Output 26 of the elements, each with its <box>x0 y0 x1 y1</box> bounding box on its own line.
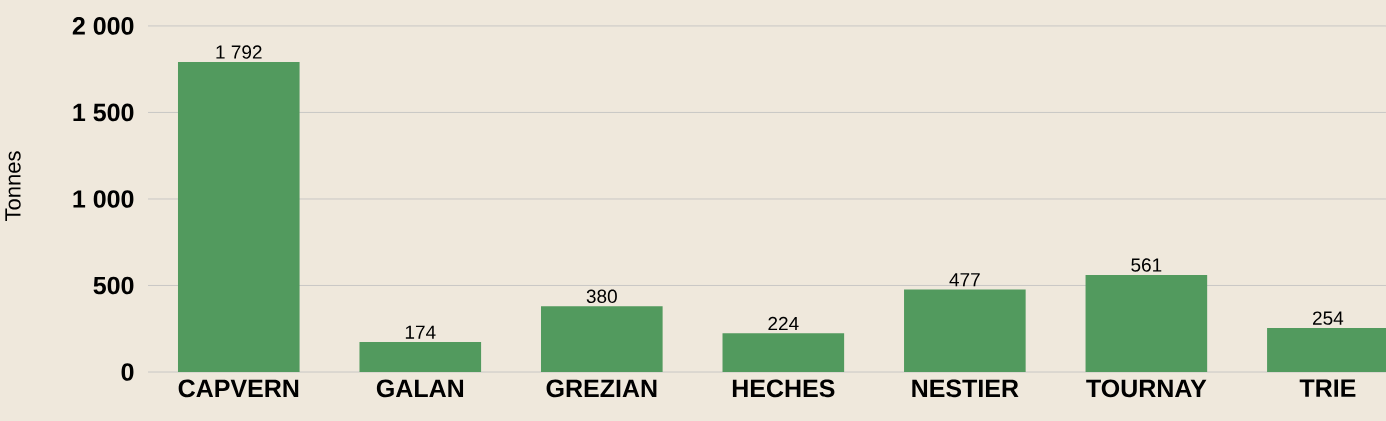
bar <box>541 306 663 372</box>
bar <box>359 341 482 372</box>
x-tick-label: CAPVERN <box>178 379 299 398</box>
bar <box>177 61 300 372</box>
x-tick-label: GALAN <box>376 379 464 398</box>
x-tick-label: HECHES <box>732 379 835 398</box>
data-label: 1 792 <box>216 45 262 59</box>
data-label: 477 <box>949 273 980 287</box>
y-tick-label: 1 500 <box>73 103 134 122</box>
x-tick-label: NESTIER <box>912 379 1019 398</box>
y-tick-label: 2 000 <box>72 17 134 35</box>
data-label: 174 <box>405 325 436 339</box>
y-axis-title: Tonnes <box>5 151 21 221</box>
y-tick-label: 0 <box>121 363 134 381</box>
x-tick-label: GREZIAN <box>546 379 657 398</box>
x-tick-label: TRIE <box>1299 379 1356 397</box>
bar <box>904 289 1026 372</box>
bar <box>1085 274 1208 372</box>
y-tick-label: 1 000 <box>73 190 134 208</box>
data-label: 224 <box>768 316 799 331</box>
data-label: 254 <box>1312 311 1344 325</box>
bar <box>722 333 845 372</box>
y-tick-label: 500 <box>93 276 134 295</box>
x-tick-label: TOURNAY <box>1086 379 1207 398</box>
data-label: 561 <box>1131 258 1162 272</box>
data-label: 380 <box>586 289 617 304</box>
